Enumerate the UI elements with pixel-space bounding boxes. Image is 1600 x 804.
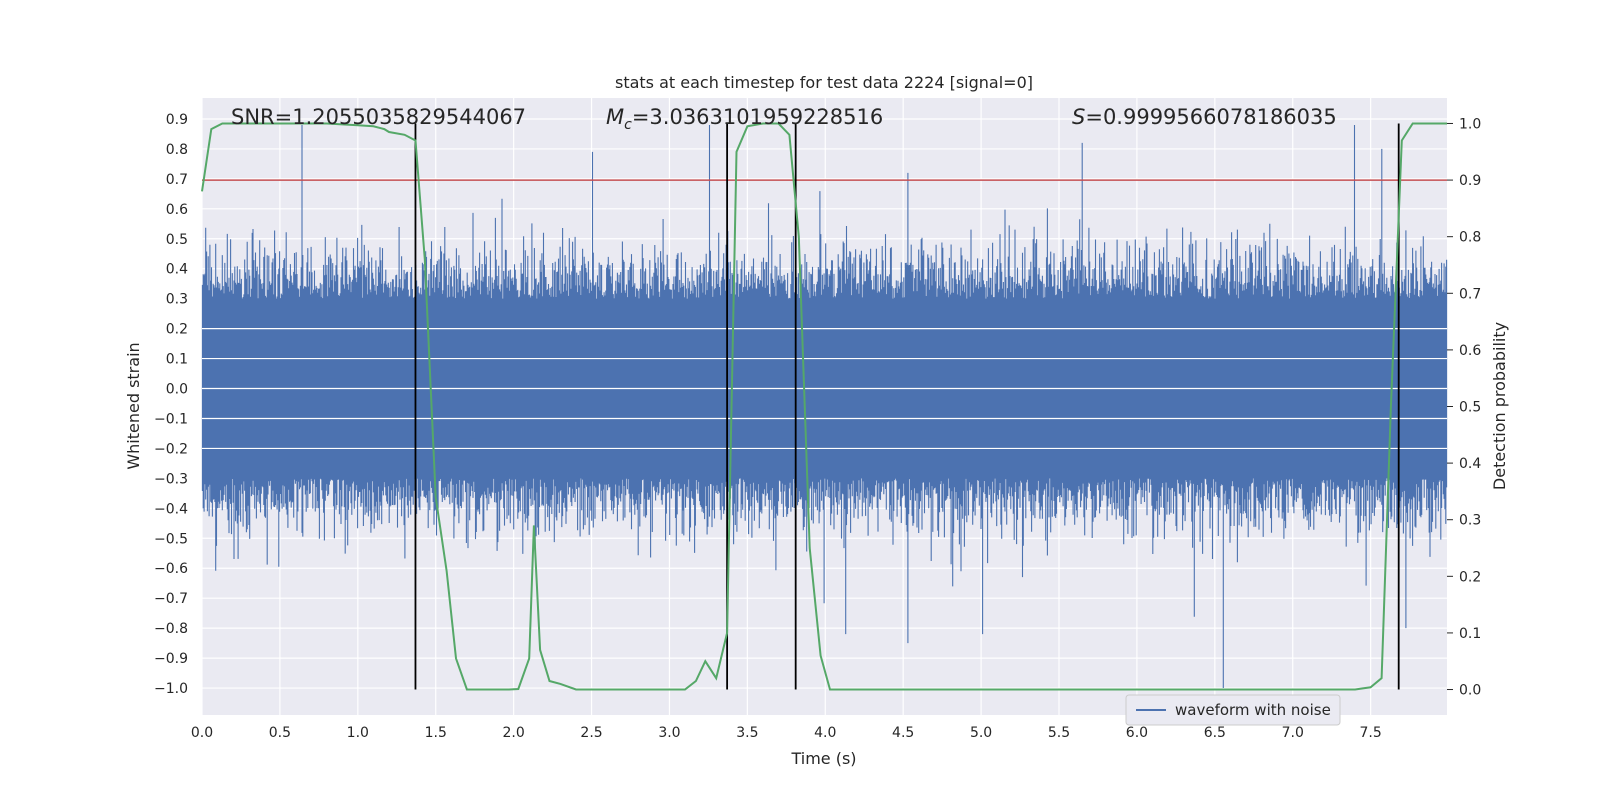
y2-tick-label: 0.5 xyxy=(1459,400,1481,416)
y-tick-label: −0.7 xyxy=(154,591,188,607)
legend-box xyxy=(1125,694,1341,726)
y-tick-label: 0.1 xyxy=(166,352,188,368)
y2-tick-label: 0.0 xyxy=(1459,683,1481,699)
y-tick-label: 0.7 xyxy=(166,172,188,188)
x-axis-ticks: 0.0 0.5 1.0 1.5 2.0 2.5 3.0 3.5 4.0 4.5 5.0 5.5 6.0 6… xyxy=(191,725,1382,741)
y-tick-label: −0.2 xyxy=(154,441,188,457)
y-tick-label: 0.2 xyxy=(166,322,188,338)
y2-tick-label: 0.3 xyxy=(1459,513,1481,529)
x-tick-label: 5.5 xyxy=(1048,725,1070,741)
chirp-mass-annotation: Mc=3.0363101959228516 xyxy=(606,105,883,133)
y-tick-label: 0.8 xyxy=(166,142,188,158)
y-tick-label: 0.6 xyxy=(166,202,188,218)
y2-tick-label: 0.7 xyxy=(1459,286,1481,302)
y2-tick-label: 1.0 xyxy=(1459,116,1481,132)
x-tick-label: 2.0 xyxy=(503,725,525,741)
x-tick-label: 7.5 xyxy=(1360,725,1382,741)
snr-annotation: SNR=1.2055035829544067 xyxy=(231,105,526,129)
detection-probability-series xyxy=(201,122,1447,691)
y-tick-label: 0.5 xyxy=(166,232,188,248)
y-tick-label: −0.4 xyxy=(154,501,188,517)
x-tick-label: 7.0 xyxy=(1282,725,1304,741)
x-tick-label: 0.5 xyxy=(269,725,291,741)
y-tick-label: −0.5 xyxy=(154,531,188,547)
y-tick-label: −0.3 xyxy=(154,471,188,487)
y-tick-label: −1.0 xyxy=(154,681,188,697)
score-annotation: S=0.9999566078186035 xyxy=(1072,105,1337,129)
y-axis-ticks: 0.9 0.8 0.7 0.6 0.5 0.4 0.3 0.2 0.1 0.0 −0.1 −0.2 −0… xyxy=(154,112,188,697)
legend: waveform with noise xyxy=(1125,694,1341,726)
y-tick-label: 0.9 xyxy=(166,112,188,128)
y-tick-label: 0.4 xyxy=(166,262,188,278)
x-tick-label: 3.0 xyxy=(658,725,680,741)
x-tick-label: 2.5 xyxy=(580,725,602,741)
y2-tick-label: 0.9 xyxy=(1459,173,1481,189)
y-tick-label: −0.9 xyxy=(154,651,188,667)
y-tick-label: 0.0 xyxy=(166,382,188,398)
waveform-series xyxy=(201,125,1448,688)
y-tick-label: −0.1 xyxy=(154,411,188,427)
y2-tick-label: 0.1 xyxy=(1459,626,1481,642)
x-tick-label: 3.5 xyxy=(736,725,758,741)
x-tick-label: 1.5 xyxy=(425,725,447,741)
probability-line xyxy=(201,122,1447,691)
legend-label: waveform with noise xyxy=(1175,701,1331,719)
y2-tick-label: 0.6 xyxy=(1459,343,1481,359)
x-tick-label: 1.0 xyxy=(347,725,369,741)
y-tick-label: 0.3 xyxy=(166,292,188,308)
y2-axis-ticks: 1.0 0.9 0.8 0.7 0.6 0.5 0.4 0.3 0.2 0.1 0.0 xyxy=(1447,116,1481,699)
x-tick-label: 4.0 xyxy=(814,725,836,741)
y-axis-title: Whitened strain xyxy=(124,342,143,469)
y2-tick-label: 0.8 xyxy=(1459,230,1481,246)
x-tick-label: 0.0 xyxy=(191,725,213,741)
x-tick-label: 6.0 xyxy=(1126,725,1148,741)
x-tick-label: 6.5 xyxy=(1204,725,1226,741)
chart-title: stats at each timestep for test data 222… xyxy=(615,73,1033,92)
x-tick-label: 4.5 xyxy=(892,725,914,741)
y-tick-label: −0.6 xyxy=(154,561,188,577)
x-axis-title: Time (s) xyxy=(790,749,856,768)
y2-axis-title: Detection probability xyxy=(1490,322,1509,490)
y2-tick-label: 0.4 xyxy=(1459,456,1481,472)
y-tick-label: −0.8 xyxy=(154,621,188,637)
y2-tick-label: 0.2 xyxy=(1459,569,1481,585)
x-tick-label: 5.0 xyxy=(970,725,992,741)
